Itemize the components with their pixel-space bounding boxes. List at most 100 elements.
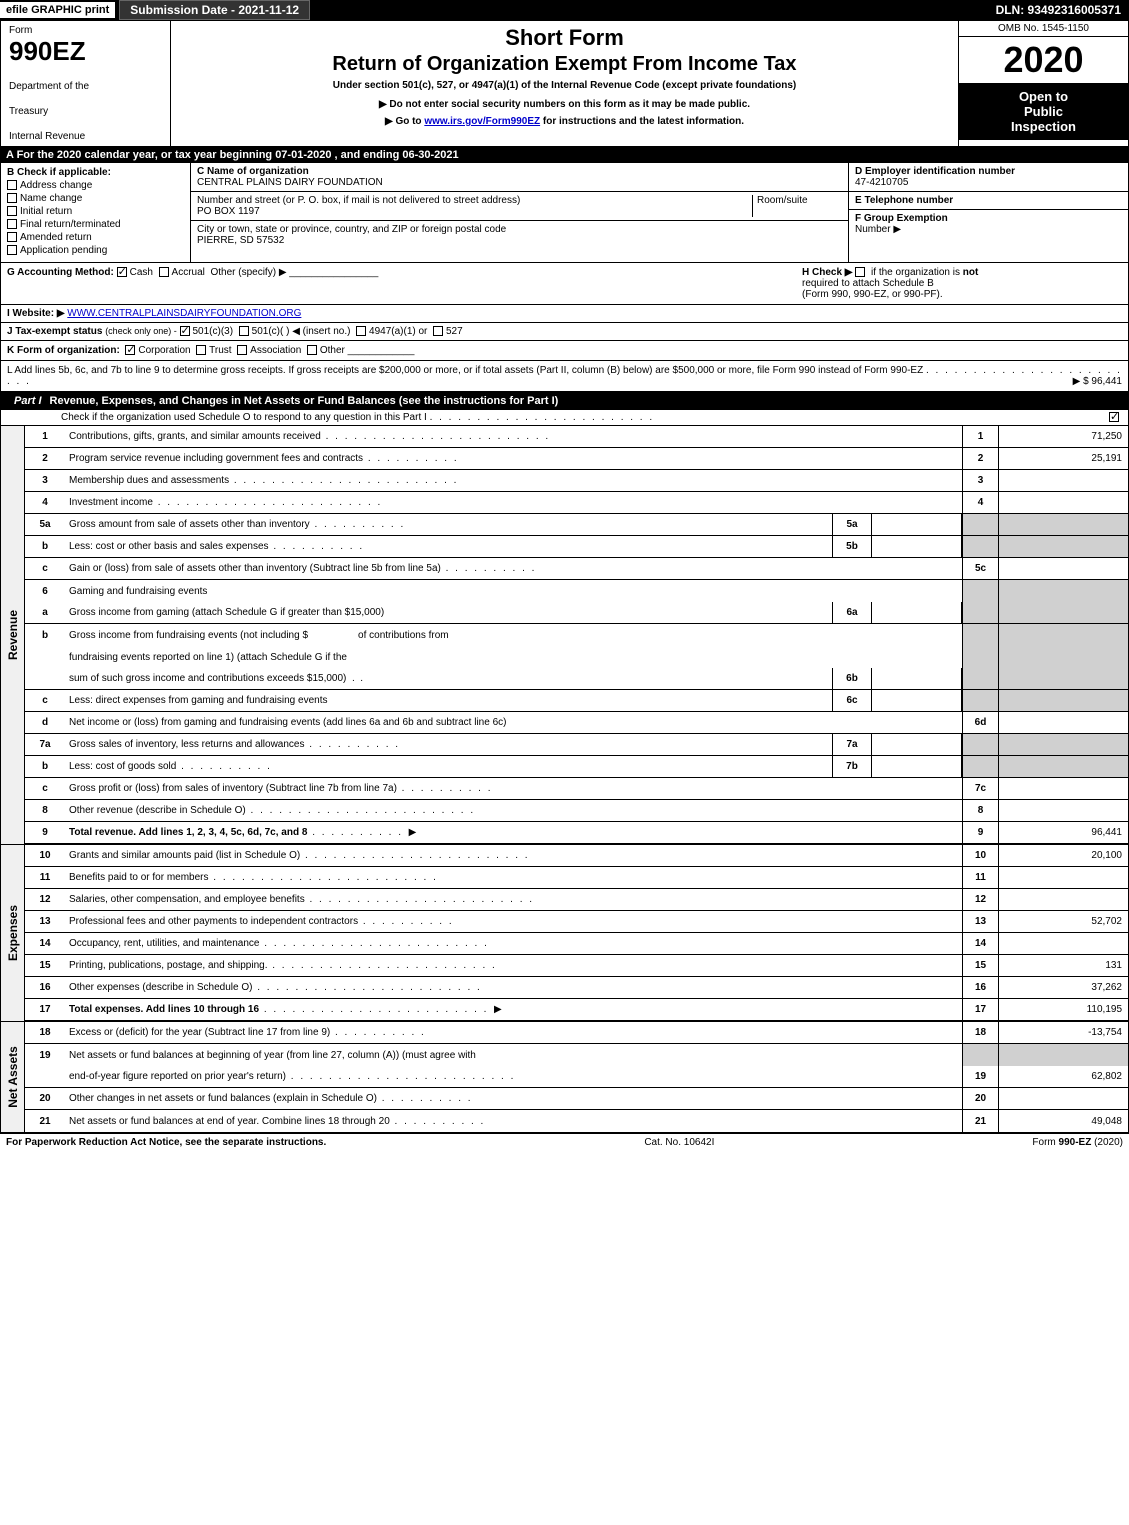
line-5c-value — [998, 558, 1128, 579]
dots-icon — [307, 827, 403, 838]
chk-4947[interactable] — [356, 326, 366, 336]
website-link[interactable]: WWW.CENTRALPLAINSDAIRYFOUNDATION.ORG — [67, 308, 301, 319]
line-7c: c Gross profit or (loss) from sales of i… — [25, 778, 1128, 800]
top-bar: efile GRAPHIC print Submission Date - 20… — [0, 0, 1129, 20]
part-1-header: Part I Revenue, Expenses, and Changes in… — [0, 392, 1129, 410]
footer-right: Form 990-EZ (2020) — [1032, 1137, 1123, 1148]
footer-catalog: Cat. No. 10642I — [644, 1137, 714, 1148]
chk-association[interactable] — [237, 345, 247, 355]
form-label: Form — [9, 25, 162, 36]
dept-line2: Treasury — [9, 106, 162, 117]
inspection-line2: Public — [963, 104, 1124, 119]
section-g: G Accounting Method: Cash Accrual Other … — [7, 267, 802, 300]
line-9: 9 Total revenue. Add lines 1, 2, 3, 4, 5… — [25, 822, 1128, 844]
dots-icon — [321, 431, 550, 442]
section-i: I Website: ▶ WWW.CENTRALPLAINSDAIRYFOUND… — [0, 305, 1129, 323]
line-21: 21 Net assets or fund balances at end of… — [25, 1110, 1128, 1132]
org-info-block: B Check if applicable: Address change Na… — [0, 163, 1129, 263]
line-16-value: 37,262 — [998, 977, 1128, 998]
dots-icon — [430, 412, 655, 423]
section-j: J Tax-exempt status (check only one) - 5… — [0, 323, 1129, 341]
line-6c-inval — [872, 690, 962, 711]
chk-amended-return[interactable]: Amended return — [7, 232, 184, 243]
chk-address-change[interactable]: Address change — [7, 180, 184, 191]
chk-schedule-o[interactable] — [1109, 412, 1119, 422]
group-label: F Group Exemption — [855, 213, 948, 224]
expenses-side-label: Expenses — [1, 845, 25, 1021]
section-gh: G Accounting Method: Cash Accrual Other … — [0, 263, 1129, 305]
line-21-value: 49,048 — [998, 1110, 1128, 1132]
chk-trust[interactable] — [196, 345, 206, 355]
chk-other-org[interactable] — [307, 345, 317, 355]
chk-initial-return[interactable]: Initial return — [7, 206, 184, 217]
city-value: PIERRE, SD 57532 — [197, 235, 284, 246]
chk-501c3[interactable] — [180, 326, 190, 336]
chk-final-return[interactable]: Final return/terminated — [7, 219, 184, 230]
line-5a-inval — [872, 514, 962, 535]
line-5a: 5a Gross amount from sale of assets othe… — [25, 514, 1128, 536]
g-label: G Accounting Method: — [7, 267, 114, 278]
revenue-lines: 1 Contributions, gifts, grants, and simi… — [25, 426, 1128, 844]
chk-name-change[interactable]: Name change — [7, 193, 184, 204]
tel-label: E Telephone number — [855, 195, 953, 206]
h-text2: required to attach Schedule B — [802, 278, 934, 289]
org-name-label: C Name of organization — [197, 166, 309, 177]
line-12: 12 Salaries, other compensation, and emp… — [25, 889, 1128, 911]
return-title: Return of Organization Exempt From Incom… — [175, 53, 954, 76]
line-7a-inval — [872, 734, 962, 755]
dots-icon — [441, 563, 537, 574]
efile-label[interactable]: efile GRAPHIC print — [0, 2, 115, 18]
line-1-value: 71,250 — [998, 426, 1128, 447]
chk-accrual[interactable] — [159, 267, 169, 277]
ein-label: D Employer identification number — [855, 166, 1015, 177]
section-c: C Name of organization CENTRAL PLAINS DA… — [191, 163, 848, 262]
line-5c: c Gain or (loss) from sale of assets oth… — [25, 558, 1128, 580]
line-4: 4 Investment income 4 — [25, 492, 1128, 514]
chk-corporation[interactable] — [125, 345, 135, 355]
line-3: 3 Membership dues and assessments 3 — [25, 470, 1128, 492]
dots-icon — [269, 541, 365, 552]
line-5b-inval — [872, 536, 962, 557]
tel-cell: E Telephone number — [849, 192, 1128, 210]
chk-cash[interactable] — [117, 267, 127, 277]
line-15-value: 131 — [998, 955, 1128, 976]
j-label: J Tax-exempt status — [7, 326, 102, 337]
ssn-warning: ▶ Do not enter social security numbers o… — [175, 99, 954, 110]
chk-527[interactable] — [433, 326, 443, 336]
org-street-cell: Number and street (or P. O. box, if mail… — [191, 192, 848, 221]
line-6b-inval — [872, 668, 962, 689]
dots-icon — [176, 761, 272, 772]
group-exemption-cell: F Group Exemption Number ▶ — [849, 210, 1128, 238]
netassets-side-label: Net Assets — [1, 1022, 25, 1132]
goto-post: for instructions and the latest informat… — [540, 116, 744, 127]
dots-icon — [229, 475, 458, 486]
form-title-block: Short Form Return of Organization Exempt… — [171, 21, 958, 146]
expenses-lines: 10 Grants and similar amounts paid (list… — [25, 845, 1128, 1021]
part-1-subtitle: Check if the organization used Schedule … — [61, 412, 427, 423]
chk-application-pending[interactable]: Application pending — [7, 245, 184, 256]
line-6b-1: b Gross income from fundraising events (… — [25, 624, 1128, 646]
room-label: Room/suite — [757, 195, 808, 206]
expenses-section: Expenses 10 Grants and similar amounts p… — [0, 844, 1129, 1021]
dots-icon — [300, 850, 529, 861]
chk-h[interactable] — [855, 267, 865, 277]
line-14: 14 Occupancy, rent, utilities, and maint… — [25, 933, 1128, 955]
line-10: 10 Grants and similar amounts paid (list… — [25, 845, 1128, 867]
tax-year: 2020 — [959, 37, 1128, 83]
line-14-value — [998, 933, 1128, 954]
dots-icon — [259, 1004, 488, 1015]
revenue-section: Revenue 1 Contributions, gifts, grants, … — [0, 426, 1129, 844]
line-12-value — [998, 889, 1128, 910]
ein-value: 47-4210705 — [855, 177, 908, 188]
section-b: B Check if applicable: Address change Na… — [1, 163, 191, 262]
line-7b-inval — [872, 756, 962, 777]
line-13-value: 52,702 — [998, 911, 1128, 932]
line-13: 13 Professional fees and other payments … — [25, 911, 1128, 933]
org-name-cell: C Name of organization CENTRAL PLAINS DA… — [191, 163, 848, 192]
chk-501c[interactable] — [239, 326, 249, 336]
line-7c-value — [998, 778, 1128, 799]
line-4-value — [998, 492, 1128, 513]
dots-icon — [330, 1027, 426, 1038]
line-17: 17 Total expenses. Add lines 10 through … — [25, 999, 1128, 1021]
goto-link[interactable]: www.irs.gov/Form990EZ — [424, 116, 540, 127]
